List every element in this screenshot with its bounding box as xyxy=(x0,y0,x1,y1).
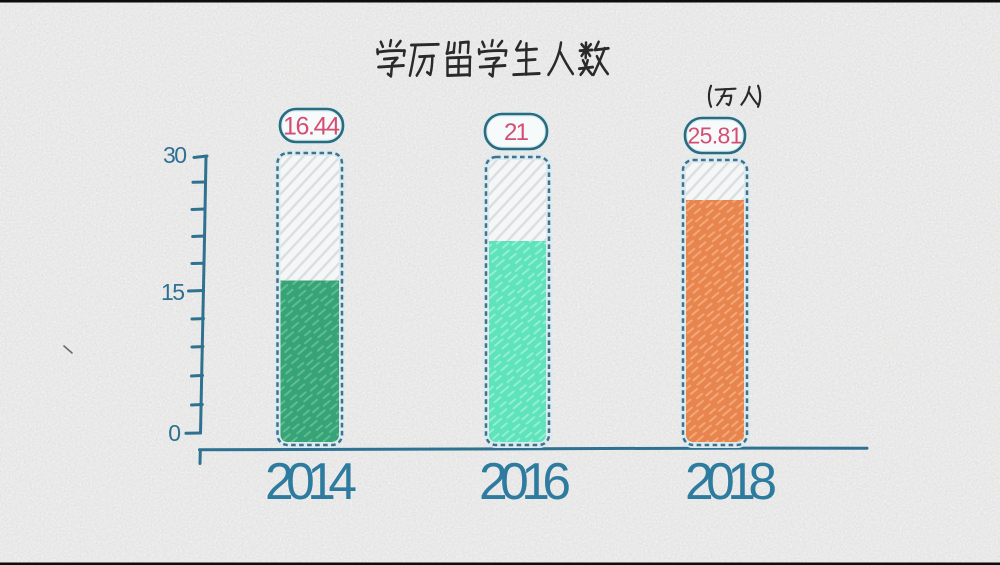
svg-text:15: 15 xyxy=(161,279,185,305)
svg-text:30: 30 xyxy=(163,142,187,168)
svg-text:25.81: 25.81 xyxy=(688,123,743,149)
svg-text:2016: 2016 xyxy=(479,452,571,510)
svg-text:0: 0 xyxy=(168,420,181,446)
svg-text:2014: 2014 xyxy=(265,452,357,510)
svg-text:2018: 2018 xyxy=(685,452,777,510)
svg-text:21: 21 xyxy=(504,119,529,146)
svg-text:16.44: 16.44 xyxy=(283,113,340,141)
